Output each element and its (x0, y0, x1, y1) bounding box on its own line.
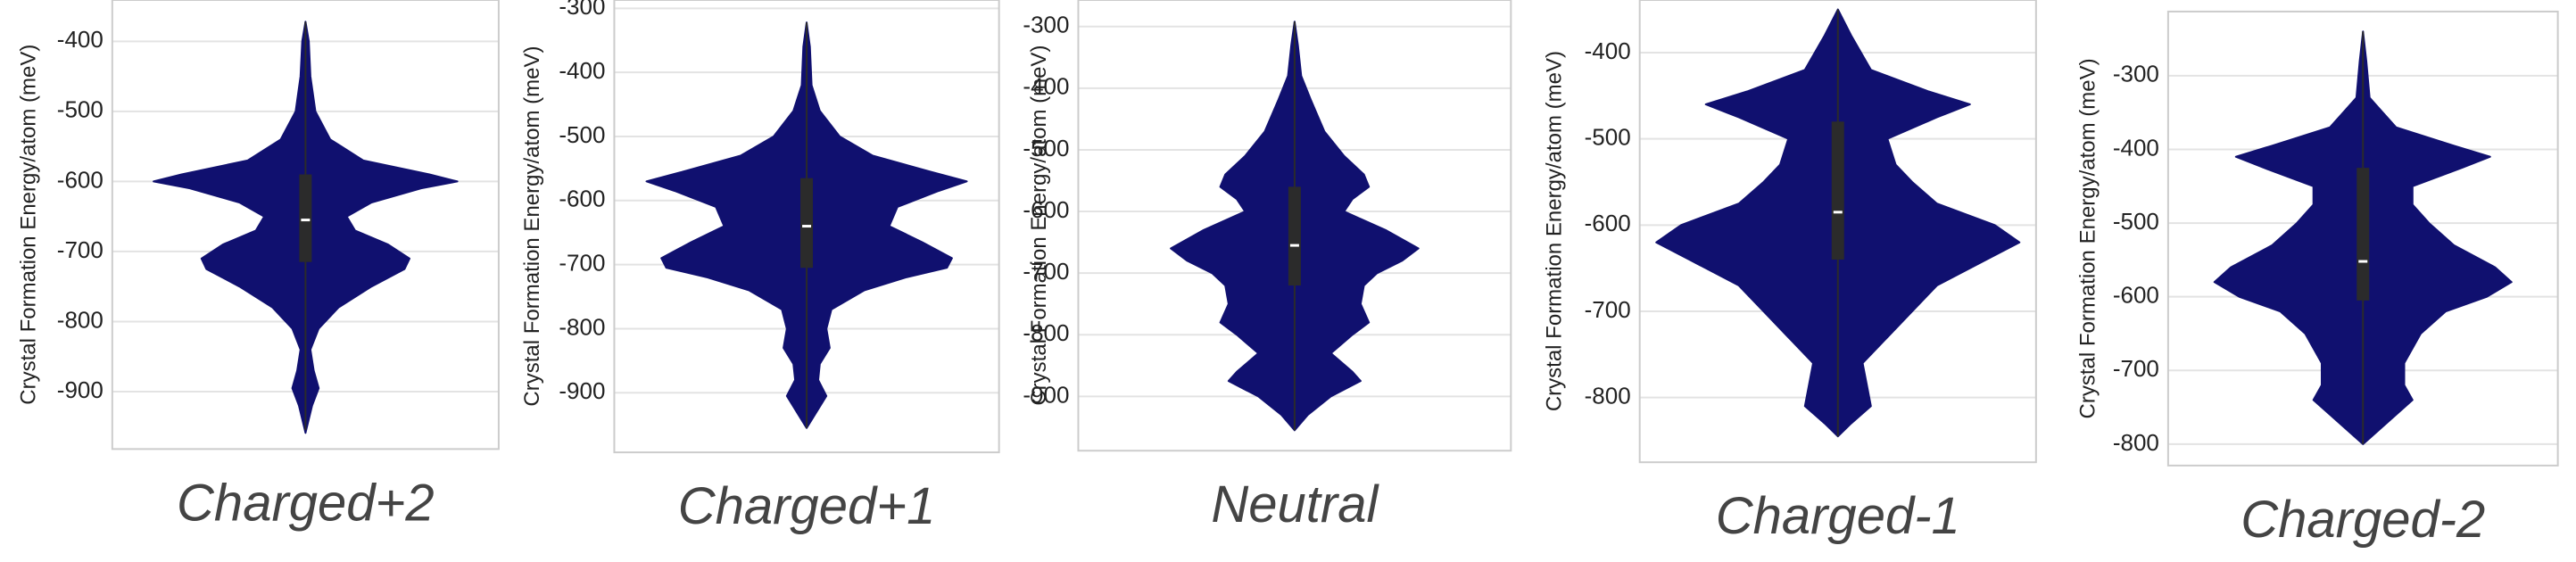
y-tick-label: -800 (559, 313, 605, 340)
y-tick-label: -900 (57, 376, 104, 403)
y-axis-label: Crystal Formation Energy/atom (meV) (520, 45, 544, 406)
y-tick-label: -700 (1023, 258, 1069, 285)
axes-frame (1638, 0, 2037, 464)
y-tick-label: -800 (1585, 383, 1631, 409)
y-tick-label: -400 (1585, 37, 1631, 64)
axes-frame (111, 0, 500, 450)
y-tick-label: -600 (2113, 282, 2159, 309)
y-axis-label: Crystal Formation Energy/atom (meV) (2075, 58, 2100, 418)
box (800, 178, 814, 269)
y-axis-label: Crystal Formation Energy/atom (meV) (1543, 51, 1567, 411)
y-tick-label: -600 (559, 186, 605, 212)
box (299, 174, 312, 262)
y-tick-label: -400 (1023, 73, 1069, 100)
box (1831, 121, 1844, 260)
y-tick-label: -700 (57, 236, 104, 263)
y-tick-label: -800 (2113, 429, 2159, 456)
y-tick-label: -900 (1023, 381, 1069, 408)
y-tick-label: -400 (57, 26, 104, 53)
y-tick-label: -300 (1023, 12, 1069, 38)
y-tick-label: -800 (1023, 319, 1069, 346)
x-axis-label: Charged-1 (1716, 487, 1960, 545)
y-tick-label: -500 (1585, 124, 1631, 151)
y-tick-label: -800 (57, 306, 104, 333)
y-tick-label: -600 (1585, 210, 1631, 236)
box (1288, 186, 1301, 285)
y-tick-label: -700 (1585, 296, 1631, 323)
y-axis-label: Crystal Formation Energy/atom (meV) (1027, 45, 1051, 406)
y-tick-label: -500 (2113, 208, 2159, 235)
y-axis-label: Crystal Formation Energy/atom (meV) (17, 45, 41, 405)
y-tick-label: -600 (1023, 196, 1069, 223)
axes-frame (613, 0, 1000, 454)
y-tick-label: -600 (57, 166, 104, 193)
y-tick-label: -700 (559, 250, 605, 277)
y-tick-label: -500 (57, 96, 104, 123)
x-axis-label: Charged+2 (177, 474, 435, 532)
y-tick-label: -400 (2113, 134, 2159, 161)
y-tick-label: -500 (1023, 135, 1069, 161)
y-tick-label: -700 (2113, 355, 2159, 382)
y-tick-label: -900 (559, 377, 605, 404)
y-tick-label: -300 (2113, 61, 2159, 87)
axes-frame (1077, 0, 1512, 452)
box (2357, 168, 2370, 301)
x-axis-label: Charged-2 (2241, 491, 2485, 549)
axes-frame (2166, 10, 2559, 467)
y-tick-label: -400 (559, 57, 605, 84)
x-axis-label: Charged+1 (678, 477, 936, 535)
y-tick-label: -500 (559, 121, 605, 148)
y-tick-label: -300 (559, 0, 605, 20)
x-axis-label: Neutral (1211, 475, 1379, 533)
